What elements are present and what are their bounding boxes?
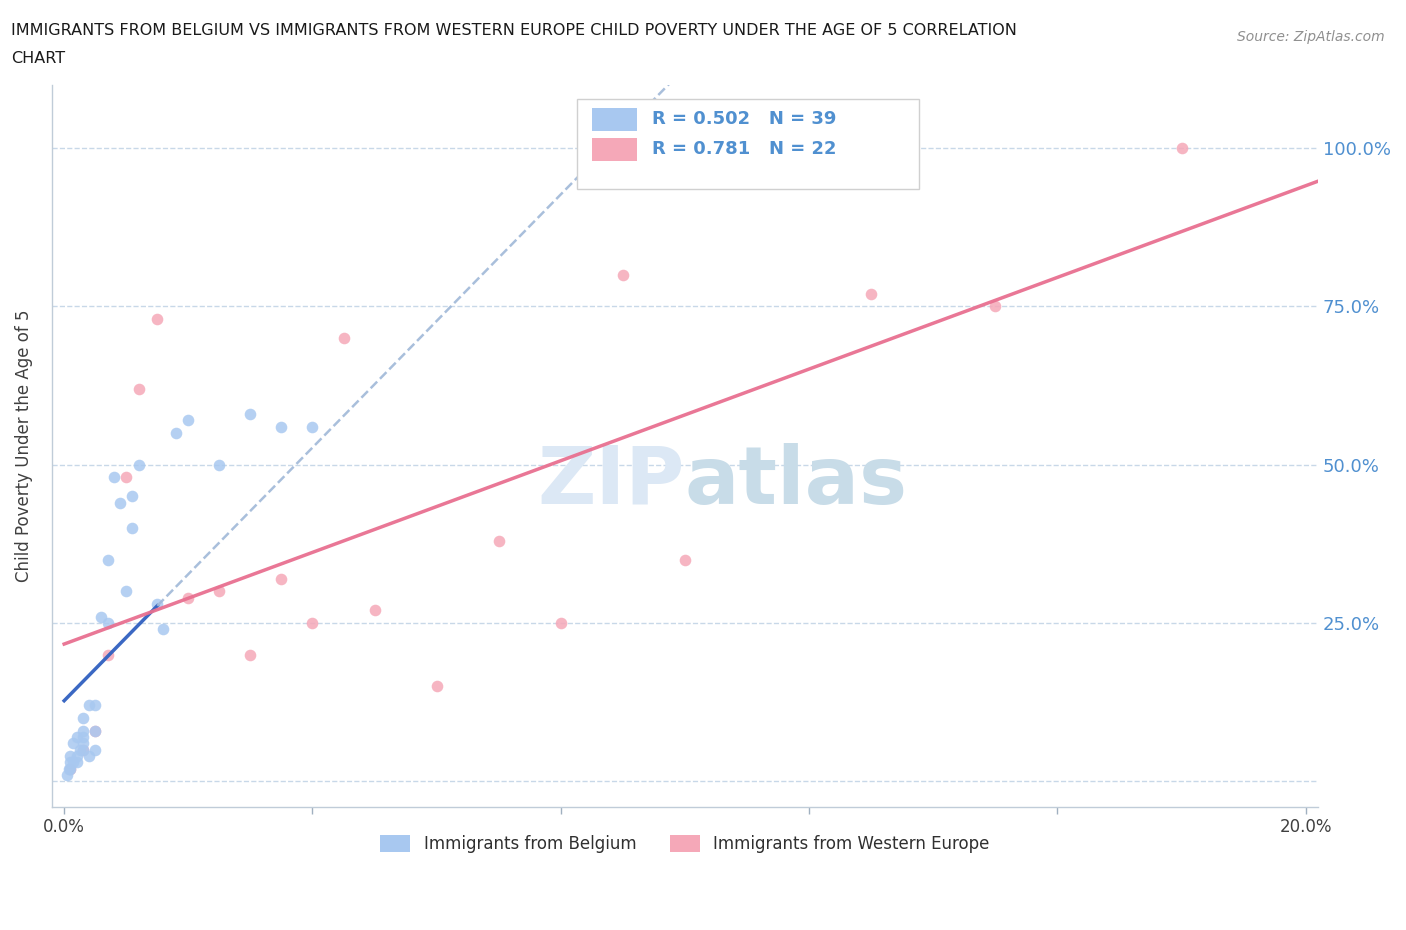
Point bbox=[332, 330, 354, 345]
Point bbox=[72, 711, 94, 725]
Point bbox=[77, 698, 100, 712]
Point bbox=[72, 742, 94, 757]
Point bbox=[72, 736, 94, 751]
Text: IMMIGRANTS FROM BELGIUM VS IMMIGRANTS FROM WESTERN EUROPE CHILD POVERTY UNDER TH: IMMIGRANTS FROM BELGIUM VS IMMIGRANTS FR… bbox=[11, 23, 1017, 38]
Legend: Immigrants from Belgium, Immigrants from Western Europe: Immigrants from Belgium, Immigrants from… bbox=[374, 829, 995, 859]
FancyBboxPatch shape bbox=[592, 108, 637, 131]
Point bbox=[550, 616, 572, 631]
Point bbox=[59, 749, 82, 764]
Point bbox=[301, 419, 323, 434]
Point bbox=[673, 552, 696, 567]
Point bbox=[59, 755, 82, 770]
Point bbox=[208, 584, 231, 599]
Point bbox=[152, 622, 174, 637]
Y-axis label: Child Poverty Under the Age of 5: Child Poverty Under the Age of 5 bbox=[15, 310, 32, 582]
Point bbox=[72, 742, 94, 757]
Point bbox=[363, 603, 385, 618]
Point bbox=[121, 489, 143, 504]
Point bbox=[84, 698, 107, 712]
Point bbox=[59, 762, 82, 777]
Point bbox=[177, 413, 200, 428]
Point bbox=[69, 742, 91, 757]
Point bbox=[488, 533, 510, 548]
Point bbox=[58, 762, 80, 777]
Point bbox=[115, 470, 138, 485]
Point bbox=[65, 749, 87, 764]
Point bbox=[735, 166, 758, 180]
Point bbox=[103, 470, 125, 485]
Point bbox=[128, 381, 150, 396]
Point bbox=[72, 724, 94, 738]
Point bbox=[128, 458, 150, 472]
Point bbox=[62, 755, 84, 770]
Point bbox=[860, 286, 883, 301]
Point bbox=[146, 312, 169, 326]
Point bbox=[208, 458, 231, 472]
Text: atlas: atlas bbox=[685, 443, 908, 521]
Point bbox=[1170, 140, 1192, 155]
Point bbox=[108, 496, 131, 511]
Point bbox=[77, 749, 100, 764]
Point bbox=[270, 419, 292, 434]
Point bbox=[65, 755, 87, 770]
Point bbox=[984, 299, 1007, 313]
Text: Source: ZipAtlas.com: Source: ZipAtlas.com bbox=[1237, 30, 1385, 44]
Point bbox=[84, 724, 107, 738]
FancyBboxPatch shape bbox=[578, 100, 920, 190]
Point bbox=[56, 767, 79, 782]
Point bbox=[97, 647, 120, 662]
Point bbox=[84, 724, 107, 738]
Point bbox=[146, 596, 169, 611]
Point bbox=[270, 571, 292, 586]
Point bbox=[97, 616, 120, 631]
Point bbox=[62, 736, 84, 751]
Point bbox=[59, 762, 82, 777]
Text: R = 0.502   N = 39: R = 0.502 N = 39 bbox=[652, 111, 837, 128]
Point bbox=[239, 647, 262, 662]
Point bbox=[426, 679, 449, 694]
Point bbox=[177, 591, 200, 605]
FancyBboxPatch shape bbox=[592, 138, 637, 161]
Point bbox=[90, 609, 112, 624]
Point bbox=[97, 552, 120, 567]
Point bbox=[301, 616, 323, 631]
Point bbox=[84, 742, 107, 757]
Point bbox=[72, 729, 94, 744]
Point bbox=[239, 406, 262, 421]
Point bbox=[121, 521, 143, 536]
Text: ZIP: ZIP bbox=[537, 443, 685, 521]
Point bbox=[165, 426, 187, 441]
Text: CHART: CHART bbox=[11, 51, 65, 66]
Point bbox=[115, 584, 138, 599]
Point bbox=[65, 729, 87, 744]
Text: R = 0.781   N = 22: R = 0.781 N = 22 bbox=[652, 140, 837, 158]
Point bbox=[612, 267, 634, 282]
